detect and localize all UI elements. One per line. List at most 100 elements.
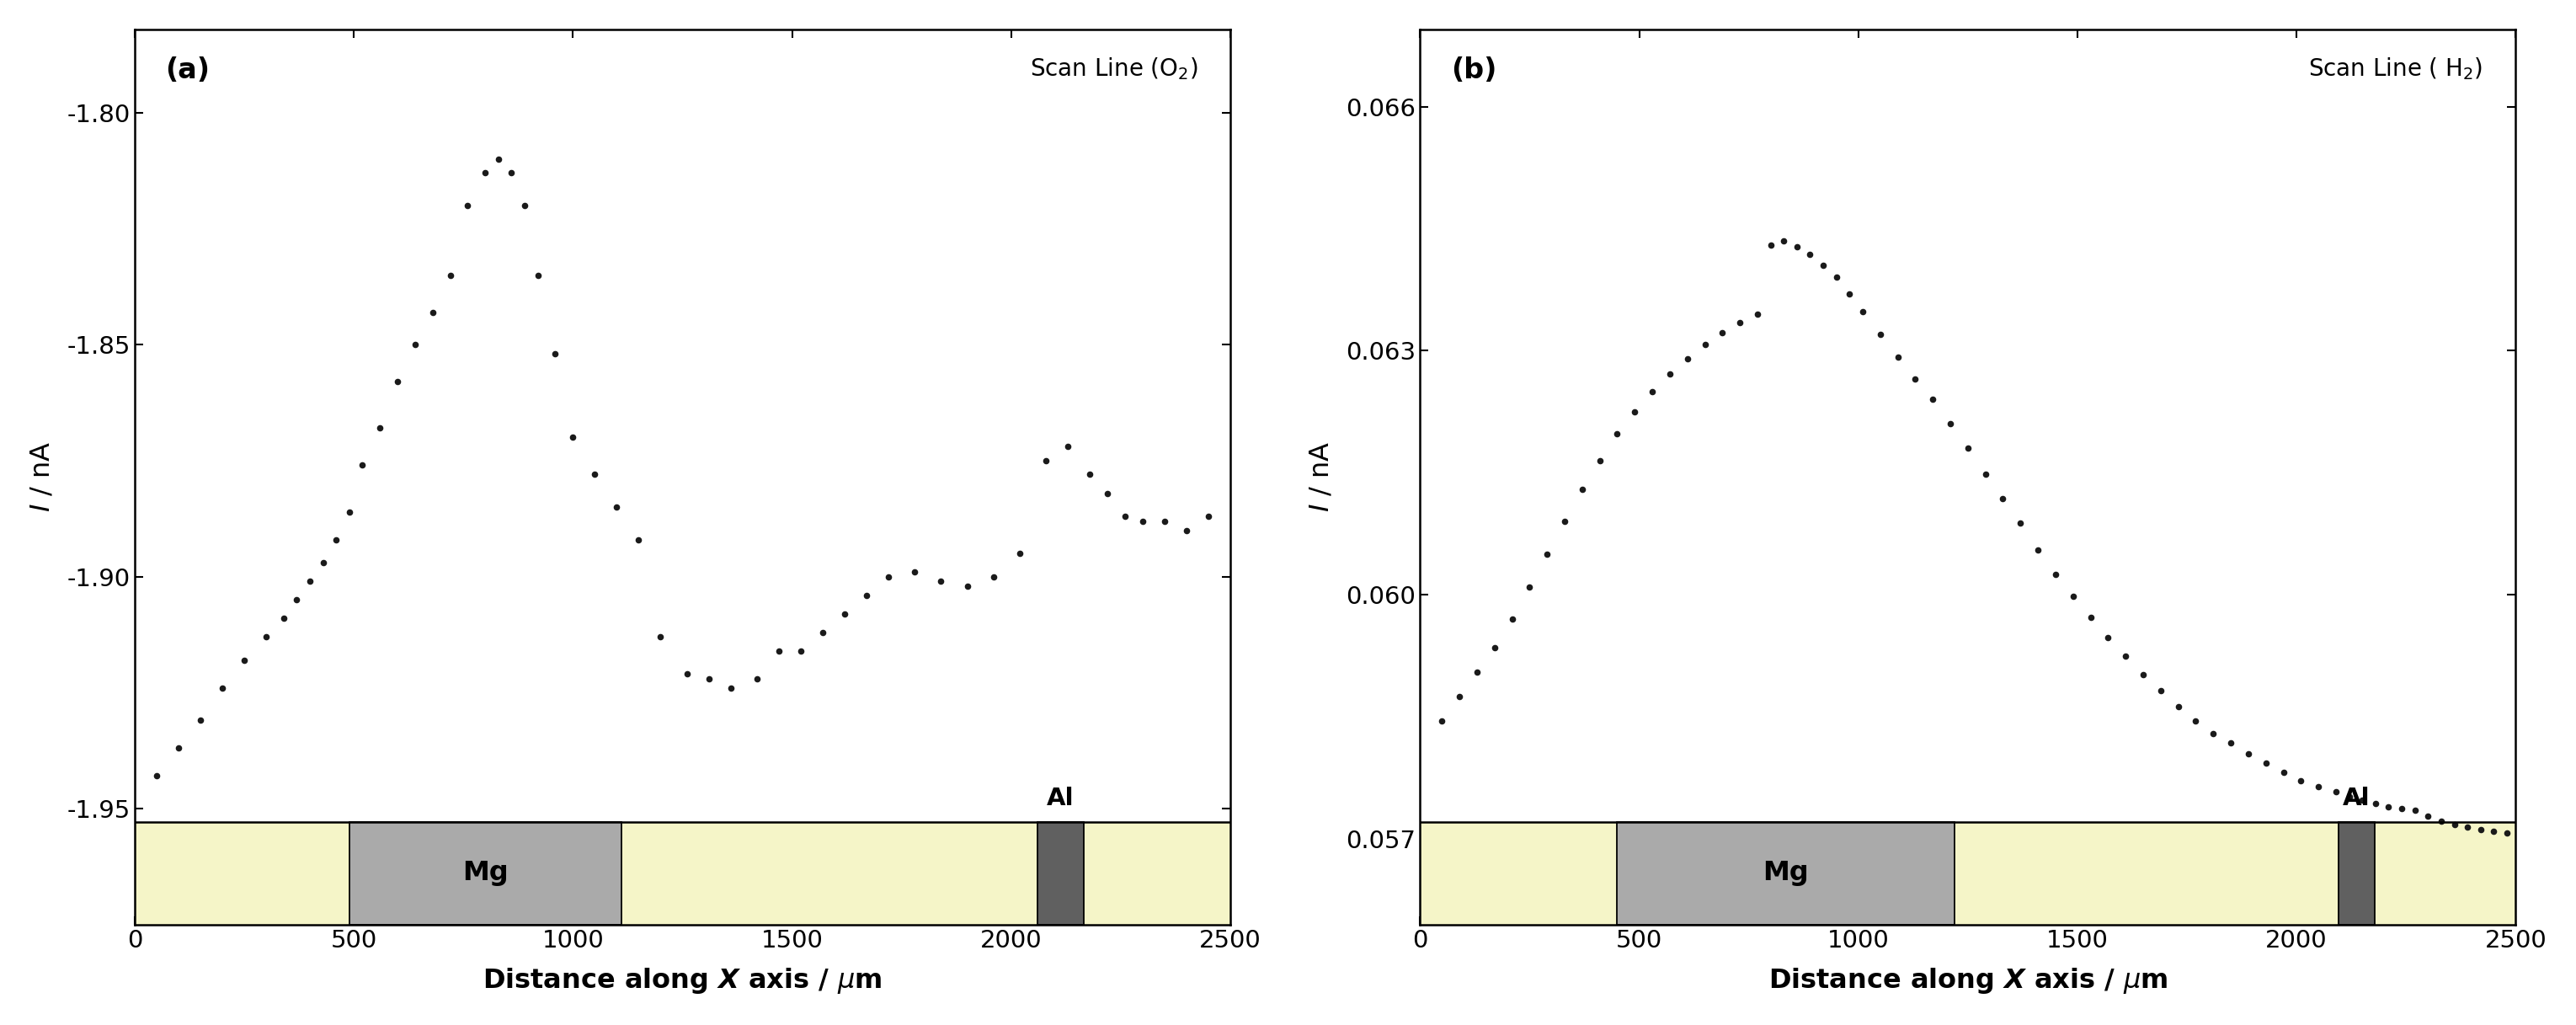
Point (1762, 233, 1803, 249)
Point (1473, 640, 1515, 656)
Point (1911, 392, 1953, 408)
Bar (350, 822, 621, 925)
Point (2473, 823, 2514, 839)
Point (711, 680, 752, 696)
Point (1685, 336, 1726, 353)
Point (1144, 512, 1185, 529)
Point (276, 591, 317, 608)
Point (781, 643, 822, 659)
Point (2421, 813, 2463, 829)
Point (1984, 491, 2025, 507)
Point (757, 643, 799, 659)
Point (1878, 350, 1919, 366)
Bar (134, 822, 1231, 925)
Text: Al: Al (1046, 786, 1074, 810)
Point (1736, 305, 1777, 322)
Point (1561, 481, 1602, 497)
Point (180, 712, 222, 729)
Text: Mg: Mg (461, 860, 507, 887)
Point (688, 670, 729, 687)
Point (1803, 257, 1844, 274)
Point (518, 266, 559, 283)
Point (2210, 735, 2251, 751)
Bar (2339, 822, 2375, 925)
X-axis label: Distance along $\bfit{X}$ axis / $\mu$m: Distance along $\bfit{X}$ axis / $\mu$m (482, 967, 881, 995)
Point (1188, 508, 1229, 525)
Text: (a): (a) (165, 56, 209, 84)
Point (595, 499, 636, 516)
Point (2105, 648, 2146, 664)
Point (1492, 611, 1533, 627)
Point (157, 740, 198, 756)
Point (1816, 270, 1857, 286)
Bar (1419, 822, 2517, 925)
Point (1777, 239, 1819, 255)
Text: Mg: Mg (1762, 860, 1808, 887)
Text: Scan Line (O$_2$): Scan Line (O$_2$) (1030, 56, 1198, 82)
Point (2280, 772, 2321, 788)
Point (2329, 788, 2370, 805)
Point (667, 666, 708, 683)
Point (1048, 439, 1090, 455)
Point (1579, 452, 1620, 468)
Point (920, 573, 961, 589)
Bar (2339, 822, 2375, 925)
Text: (b): (b) (1450, 56, 1497, 84)
Point (974, 569, 1015, 585)
Point (1105, 508, 1146, 525)
Point (2228, 745, 2269, 762)
Point (301, 555, 343, 571)
Y-axis label: $I$ / nA: $I$ / nA (28, 442, 54, 512)
Point (824, 606, 866, 622)
Point (1455, 664, 1497, 681)
Point (317, 531, 358, 547)
Point (2174, 712, 2215, 729)
Point (1597, 425, 1638, 442)
Point (2367, 798, 2409, 815)
Point (343, 457, 384, 474)
Text: Scan Line ( H$_2$): Scan Line ( H$_2$) (2308, 56, 2483, 82)
Point (948, 578, 989, 594)
Point (394, 336, 435, 353)
Point (2380, 800, 2421, 816)
Bar (1618, 822, 1955, 925)
Point (376, 373, 417, 390)
Point (2434, 816, 2476, 832)
Point (2447, 819, 2488, 835)
Bar (350, 822, 621, 925)
Point (289, 573, 330, 589)
X-axis label: Distance along $\bfit{X}$ axis / $\mu$m: Distance along $\bfit{X}$ axis / $\mu$m (1767, 967, 2166, 995)
Point (801, 624, 842, 641)
Point (464, 165, 505, 181)
Y-axis label: $I$ / nA: $I$ / nA (1309, 442, 1334, 512)
Point (2409, 808, 2450, 824)
Point (536, 345, 577, 362)
Point (1718, 314, 1759, 330)
Point (2123, 666, 2164, 683)
Point (1649, 365, 1690, 381)
Point (224, 652, 265, 668)
Point (1929, 416, 1971, 433)
Text: Al: Al (2342, 786, 2370, 810)
Point (574, 466, 616, 483)
Point (201, 680, 242, 696)
Bar (1038, 822, 1084, 925)
Bar (1419, 822, 2517, 925)
Point (1749, 237, 1790, 253)
Bar (134, 822, 1231, 925)
Point (1025, 452, 1066, 468)
Point (2262, 765, 2303, 781)
Point (868, 569, 909, 585)
Point (894, 564, 935, 580)
Point (2141, 683, 2182, 699)
Point (448, 198, 489, 214)
Point (430, 266, 471, 283)
Point (1703, 325, 1744, 341)
Point (1842, 303, 1883, 320)
Point (1069, 466, 1110, 483)
Point (2017, 542, 2058, 559)
Point (2087, 629, 2128, 646)
Point (1965, 466, 2007, 483)
Point (1615, 404, 1656, 420)
Point (2486, 824, 2527, 840)
